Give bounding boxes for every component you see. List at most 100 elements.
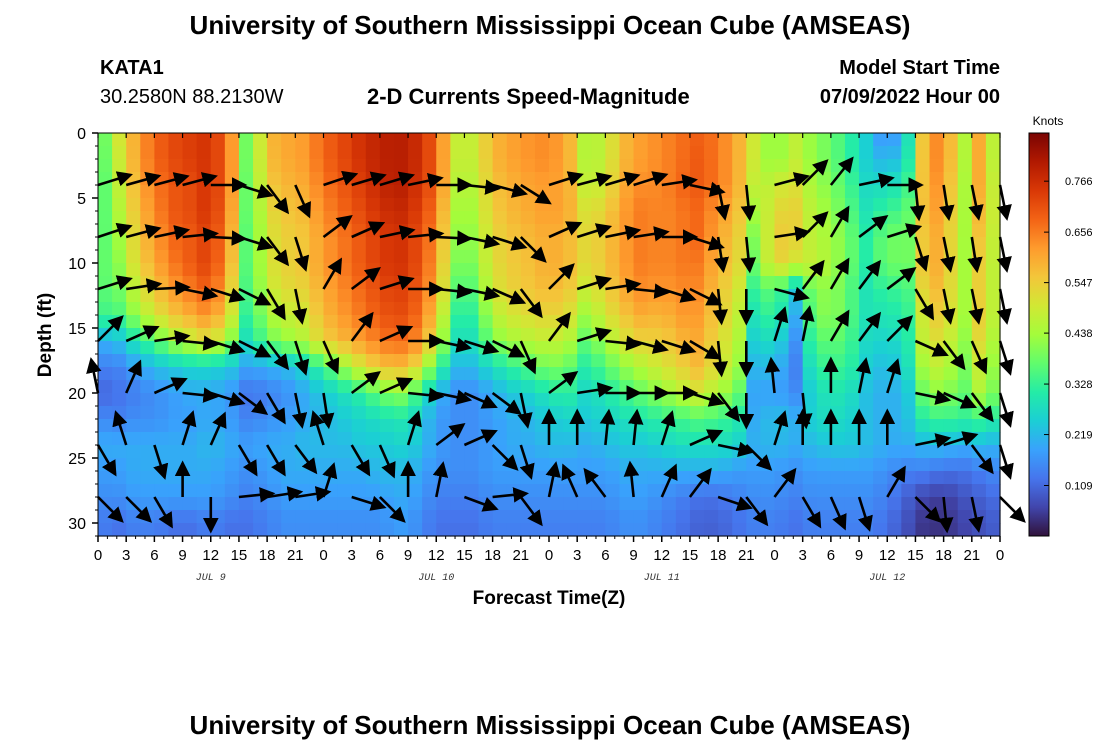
heatmap-cell (732, 146, 747, 160)
heatmap-cell (98, 354, 113, 368)
heatmap-cell (746, 432, 761, 446)
x-tick-label: 18 (935, 547, 952, 564)
heatmap-cell (788, 458, 804, 472)
heatmap-cell (126, 406, 141, 420)
heatmap-cell (873, 289, 888, 303)
heatmap-cell (915, 445, 931, 459)
current-vector-arrow (406, 410, 422, 446)
heatmap-cell (915, 380, 931, 394)
current-vector-arrow (97, 496, 124, 523)
heatmap-cell (887, 185, 902, 199)
heatmap-cell (873, 302, 888, 316)
heatmap-cell (98, 393, 113, 407)
heatmap-cell (478, 458, 494, 472)
heatmap-cell (168, 458, 184, 472)
heatmap-cell (154, 237, 170, 251)
heatmap-cell (408, 328, 423, 342)
heatmap-cell (196, 263, 212, 277)
heatmap-cell (238, 211, 254, 225)
heatmap-cell (408, 263, 423, 277)
heatmap-cell (267, 497, 282, 511)
heatmap-cell (154, 302, 170, 316)
heatmap-cell (393, 341, 409, 355)
heatmap-cell (337, 263, 353, 277)
heatmap-cell (309, 263, 325, 277)
heatmap-cell (929, 406, 945, 420)
heatmap-cell (901, 419, 917, 433)
heatmap-cell (549, 159, 564, 173)
heatmap-cell (661, 393, 677, 407)
heatmap-cell (732, 315, 747, 329)
model-start-value: 07/09/2022 Hour 00 (819, 86, 1000, 108)
heatmap-cell (577, 419, 592, 433)
x-tick-label: 9 (178, 547, 186, 564)
heatmap-cell (718, 471, 733, 485)
heatmap-cell (154, 185, 170, 199)
heatmap-cell (633, 302, 649, 316)
heatmap-cell (816, 315, 832, 329)
heatmap-cell (718, 523, 733, 537)
heatmap-cell (408, 185, 423, 199)
heatmap-cell (915, 367, 931, 381)
heatmap-cell (182, 159, 198, 173)
heatmap-cell (943, 406, 959, 420)
heatmap-cell (957, 523, 973, 537)
heatmap-cell (112, 458, 127, 472)
heatmap-cell (704, 458, 719, 472)
heatmap-cell (464, 523, 480, 537)
heatmap-cell (351, 432, 367, 446)
heatmap-cell (182, 367, 198, 381)
current-vector-arrow (937, 496, 954, 534)
heatmap-cell (182, 198, 198, 212)
heatmap-cell (534, 406, 550, 420)
heatmap-cell (591, 146, 606, 160)
current-vector-arrow (886, 223, 923, 239)
heatmap-cell (365, 510, 381, 524)
heatmap-cell (760, 133, 776, 147)
x-axis-label: Forecast Time(Z) (473, 588, 626, 609)
heatmap-cell (238, 159, 254, 173)
heatmap-cell (929, 328, 945, 342)
heatmap-cell (464, 510, 480, 524)
heatmap-cell (675, 224, 691, 238)
heatmap-cell (281, 497, 296, 511)
heatmap-cell (760, 198, 776, 212)
current-vector-arrow (605, 225, 642, 241)
current-vector-arrow (999, 496, 1026, 523)
heatmap-cell (859, 185, 874, 199)
heatmap-cell (422, 289, 437, 303)
heatmap-cell (478, 224, 494, 238)
heatmap-cell (844, 497, 860, 511)
heatmap-cell (971, 263, 987, 277)
heatmap-cell (732, 159, 747, 173)
heatmap-cell (675, 237, 691, 251)
heatmap-cell (168, 211, 184, 225)
heatmap-cell (746, 393, 761, 407)
heatmap-cell (365, 250, 381, 264)
heatmap-cell (816, 419, 832, 433)
current-vector-arrow (689, 391, 725, 407)
current-vector-arrow (181, 410, 197, 446)
heatmap-cell (98, 198, 113, 212)
heatmap-cell (802, 198, 818, 212)
current-vector-arrow (351, 495, 387, 511)
heatmap-cell (253, 432, 268, 446)
current-vector-arrow (464, 179, 501, 195)
heatmap-cell (647, 250, 663, 264)
heatmap-cell (971, 224, 987, 238)
heatmap-cell (802, 237, 818, 251)
heatmap-cell (436, 367, 451, 381)
current-vector-arrow (154, 225, 191, 241)
heatmap-cell (844, 445, 860, 459)
heatmap-cell (168, 159, 184, 173)
heatmap-cell (577, 211, 592, 225)
current-vector-arrow (548, 371, 579, 395)
heatmap-cell (506, 133, 522, 147)
heatmap-cell (633, 393, 649, 407)
heatmap-cell (112, 328, 127, 342)
heatmap-cell (238, 198, 254, 212)
heatmap-cell (704, 510, 719, 524)
heatmap-cell (788, 380, 804, 394)
heatmap-cell (182, 146, 198, 160)
date-label: JUL 9 (196, 573, 226, 584)
